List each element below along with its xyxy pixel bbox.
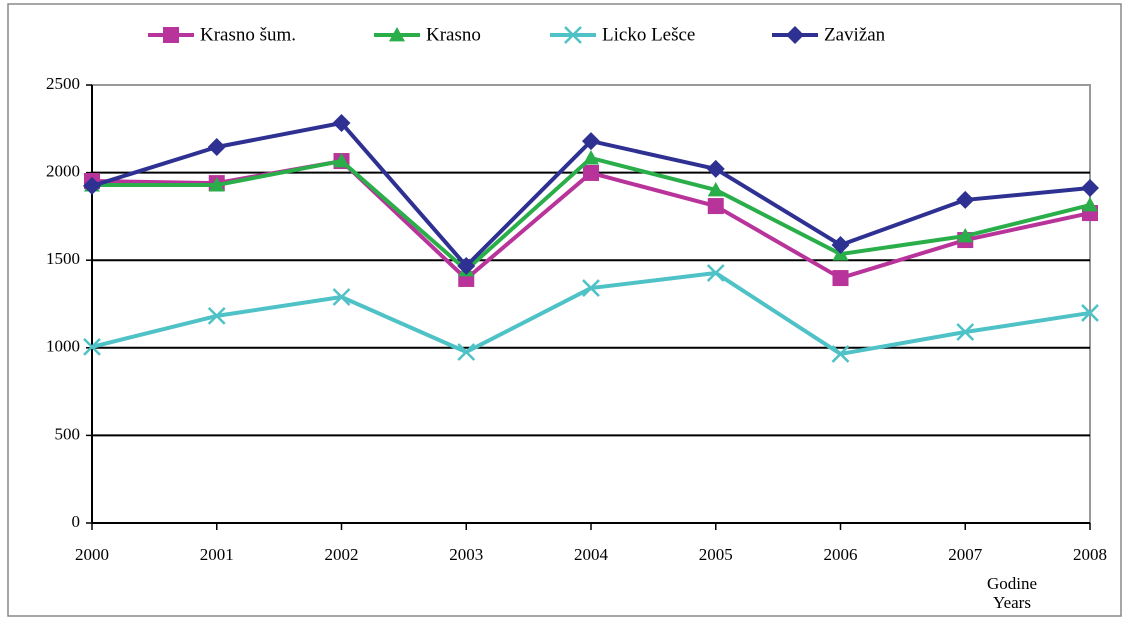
marker [831,235,850,254]
x-tick-label: 2008 [1073,545,1107,564]
y-tick-label: 2000 [46,162,80,181]
y-tick-label: 1000 [46,337,80,356]
marker [832,270,849,287]
x-tick-label: 2003 [449,545,483,564]
x-axis-label: Years [993,593,1031,612]
marker [564,26,582,44]
y-tick-label: 0 [72,512,81,531]
marker [207,307,226,325]
marker [707,181,724,197]
y-tick-label: 500 [55,424,81,443]
marker [583,164,599,181]
x-tick-label: 2000 [75,545,109,564]
marker [582,279,600,297]
x-tick-label: 2007 [948,545,983,564]
marker [831,345,850,363]
x-tick-label: 2002 [325,545,359,564]
x-tick-label: 2001 [200,545,234,564]
marker [457,256,476,275]
marker [582,132,600,151]
marker [389,27,405,42]
x-tick-label: 2005 [699,545,733,564]
marker [956,190,975,209]
marker [457,343,476,361]
marker [957,228,974,243]
marker [207,138,226,157]
marker [583,150,599,165]
marker [163,27,179,43]
marker [706,264,725,282]
marker [83,176,101,195]
legend-label: Licko Lešce [602,24,695,45]
marker [786,26,804,44]
marker [1081,179,1099,198]
x-tick-label: 2006 [824,545,858,564]
marker [83,338,101,356]
marker [706,159,725,178]
legend-label: Krasno šum. [200,24,296,45]
x-tick-label: 2004 [574,545,609,564]
x-axis-label: Godine [987,574,1037,593]
legend-label: Zavižan [824,24,886,45]
y-tick-label: 1500 [46,249,80,268]
marker [208,177,225,192]
marker [956,323,975,341]
legend-label: Krasno [426,24,481,45]
marker [1081,304,1099,322]
marker [333,153,350,168]
frame [7,3,1122,617]
marker [707,198,724,215]
y-tick-label: 2500 [46,74,80,93]
marker [332,114,351,133]
marker [332,288,351,306]
marker [1082,197,1098,212]
